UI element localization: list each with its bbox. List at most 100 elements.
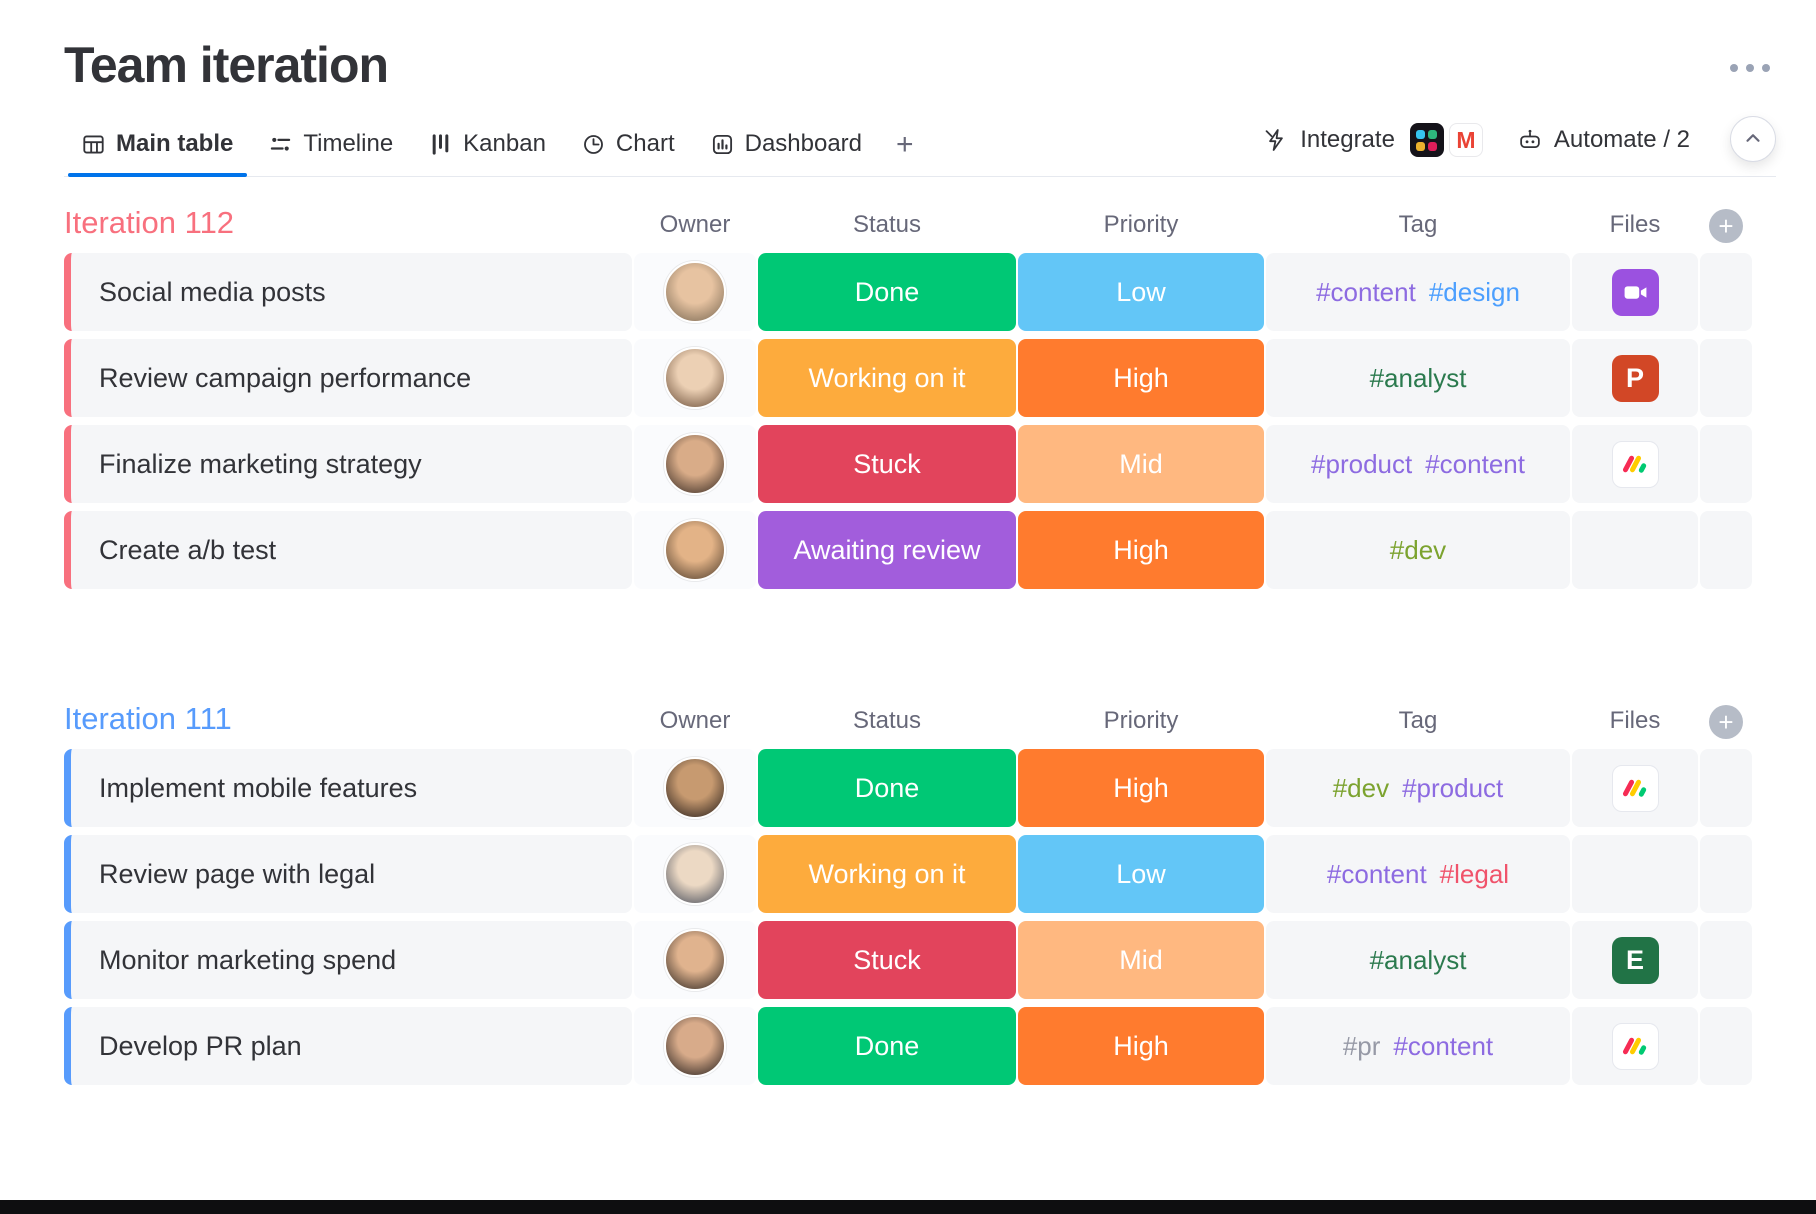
group-title[interactable]: Iteration 111 (64, 701, 232, 736)
column-header-tag: Tag (1398, 707, 1438, 734)
tab-label: Chart (615, 130, 675, 157)
file-monday-icon[interactable] (1611, 1022, 1659, 1070)
add-column-button[interactable]: + (1709, 209, 1743, 243)
tag-label: #content (1326, 858, 1427, 889)
status-cell[interactable]: Done (758, 253, 1016, 331)
priority-cell[interactable]: Mid (1018, 425, 1264, 503)
owner-cell[interactable] (634, 339, 756, 417)
column-header-priority: Priority (1103, 211, 1179, 238)
task-name-cell[interactable]: Develop PR plan (64, 1007, 632, 1085)
tag-cell[interactable]: #dev #product (1266, 749, 1570, 827)
add-view-tab[interactable]: + (896, 128, 914, 161)
integrate-button[interactable]: Integrate M (1263, 123, 1483, 157)
task-name-cell[interactable]: Review campaign performance (64, 339, 632, 417)
tab-timeline[interactable]: Timeline (251, 118, 411, 176)
tag-cell[interactable]: #pr #content (1266, 1007, 1570, 1085)
owner-cell[interactable] (634, 425, 756, 503)
tab-main-table[interactable]: Main table (64, 118, 251, 177)
task-name: Create a/b test (99, 534, 277, 565)
status-cell[interactable]: Stuck (758, 921, 1016, 999)
avatar[interactable] (664, 843, 726, 905)
tag-label: #content (1425, 448, 1525, 479)
owner-cell[interactable] (634, 835, 756, 913)
tag-label: #content (1316, 276, 1416, 307)
tab-chart[interactable]: Chart (564, 118, 693, 176)
status-cell[interactable]: Stuck (758, 425, 1016, 503)
file-monday-icon[interactable] (1611, 440, 1659, 488)
avatar[interactable] (664, 757, 726, 819)
file-monday-icon[interactable] (1611, 764, 1659, 812)
priority-cell[interactable]: High (1018, 749, 1264, 827)
avatar[interactable] (664, 1015, 726, 1077)
status-cell[interactable]: Working on it (758, 339, 1016, 417)
tag-cell[interactable]: #product #content (1266, 425, 1570, 503)
owner-cell[interactable] (634, 749, 756, 827)
files-cell[interactable] (1572, 749, 1698, 827)
task-name-cell[interactable]: Monitor marketing spend (64, 921, 632, 999)
files-cell[interactable]: E (1572, 921, 1698, 999)
tag-cell[interactable]: #content #legal (1266, 835, 1570, 913)
avatar[interactable] (664, 347, 726, 409)
integrate-label: Integrate (1300, 126, 1395, 153)
tab-dashboard[interactable]: Dashboard (693, 118, 880, 176)
status-label: Stuck (853, 448, 921, 479)
table-row: Review campaign performance Working on it… (64, 339, 1776, 417)
priority-label: High (1113, 362, 1169, 393)
bottom-bar (0, 1200, 1816, 1214)
owner-cell[interactable] (634, 511, 756, 589)
task-name-cell[interactable]: Implement mobile features (64, 749, 632, 827)
priority-label: High (1113, 772, 1169, 803)
tag-cell[interactable]: #content #design (1266, 253, 1570, 331)
priority-cell[interactable]: Low (1018, 253, 1264, 331)
tag-label: #product (1311, 448, 1413, 479)
priority-label: High (1113, 534, 1169, 565)
files-cell[interactable] (1572, 425, 1698, 503)
group-title[interactable]: Iteration 112 (64, 205, 235, 240)
automate-button[interactable]: Automate / 2 (1517, 126, 1690, 154)
owner-cell[interactable] (634, 253, 756, 331)
owner-cell[interactable] (634, 1007, 756, 1085)
task-name: Review campaign performance (99, 362, 472, 393)
page-title: Team iteration (64, 37, 389, 93)
priority-cell[interactable]: High (1018, 511, 1264, 589)
files-cell[interactable] (1572, 511, 1698, 589)
avatar[interactable] (664, 929, 726, 991)
status-label: Working on it (808, 362, 966, 393)
task-name-cell[interactable]: Review page with legal (64, 835, 632, 913)
avatar[interactable] (664, 519, 726, 581)
status-cell[interactable]: Awaiting review (758, 511, 1016, 589)
status-cell[interactable]: Done (758, 1007, 1016, 1085)
files-cell[interactable] (1572, 253, 1698, 331)
file-e-icon[interactable]: E (1611, 936, 1659, 984)
files-cell[interactable]: P (1572, 339, 1698, 417)
tag-cell[interactable]: #analyst (1266, 339, 1570, 417)
tab-kanban[interactable]: Kanban (411, 118, 564, 176)
priority-cell[interactable]: Mid (1018, 921, 1264, 999)
status-label: Stuck (853, 944, 921, 975)
chart-icon (582, 133, 605, 156)
priority-cell[interactable]: High (1018, 1007, 1264, 1085)
table-row: Develop PR plan Done High #pr #content (64, 1007, 1776, 1085)
files-cell[interactable] (1572, 835, 1698, 913)
avatar[interactable] (664, 261, 726, 323)
add-column-button[interactable]: + (1709, 705, 1743, 739)
owner-cell[interactable] (634, 921, 756, 999)
files-cell[interactable] (1572, 1007, 1698, 1085)
task-name-cell[interactable]: Create a/b test (64, 511, 632, 589)
file-video-icon[interactable] (1611, 268, 1659, 316)
status-cell[interactable]: Done (758, 749, 1016, 827)
column-header-owner: Owner (659, 211, 731, 238)
tab-label: Kanban (463, 130, 546, 157)
priority-cell[interactable]: High (1018, 339, 1264, 417)
tag-cell[interactable]: #analyst (1266, 921, 1570, 999)
avatar[interactable] (664, 433, 726, 495)
board-menu-button[interactable] (1724, 52, 1776, 84)
task-name-cell[interactable]: Social media posts (64, 253, 632, 331)
file-p-icon[interactable]: P (1611, 354, 1659, 402)
collapse-header-button[interactable] (1730, 116, 1776, 162)
tag-cell[interactable]: #dev (1266, 511, 1570, 589)
task-name-cell[interactable]: Finalize marketing strategy (64, 425, 632, 503)
priority-cell[interactable]: Low (1018, 835, 1264, 913)
status-cell[interactable]: Working on it (758, 835, 1016, 913)
